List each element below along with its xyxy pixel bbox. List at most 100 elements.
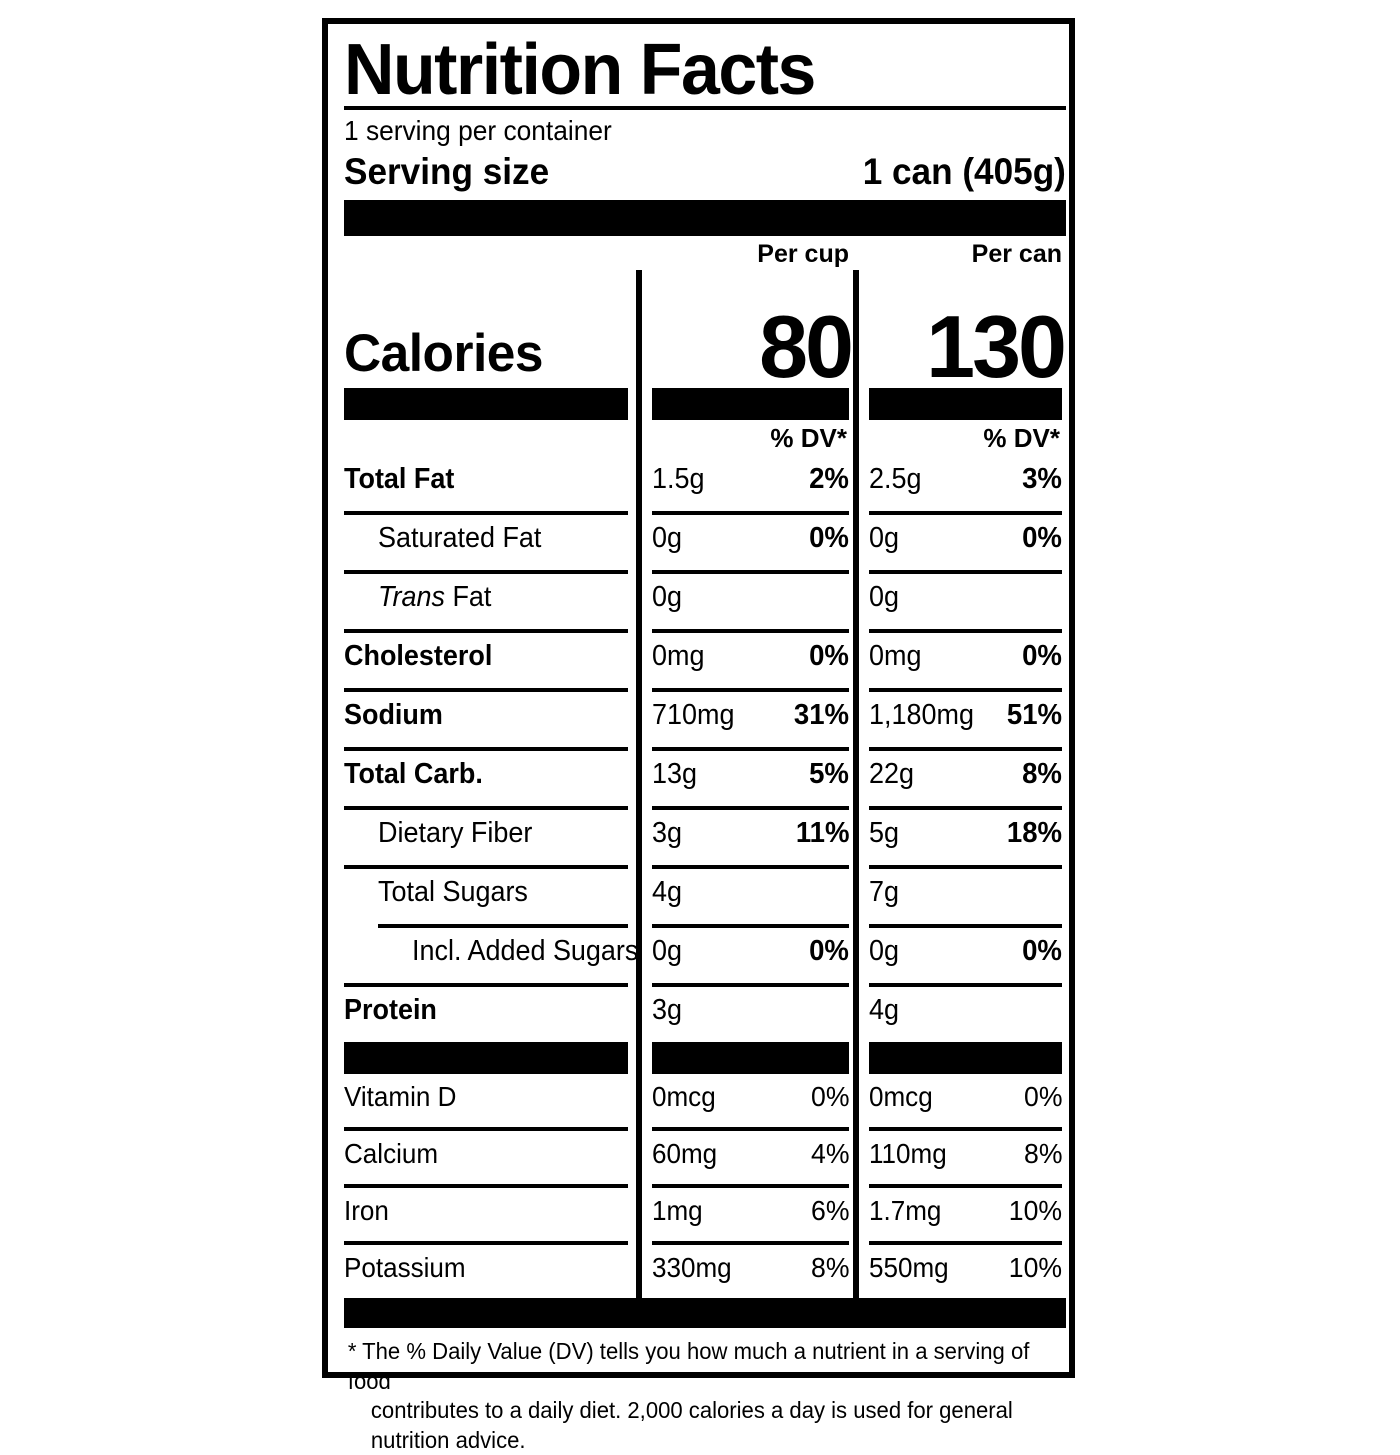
nutrient-name: Total Carb. bbox=[344, 758, 483, 791]
nutrition-facts-label: Nutrition Facts 1 serving per container … bbox=[322, 18, 1075, 1453]
servings-per-container: 1 serving per container bbox=[344, 114, 612, 146]
nutrient-dv-per-can: 0% bbox=[1022, 522, 1062, 555]
nutrient-amount-per-can: 0g bbox=[869, 581, 900, 614]
nutrient-dv-per-can: 8% bbox=[1022, 758, 1062, 791]
dv-header-per-can: % DV* bbox=[983, 423, 1060, 454]
calories-underbar-cup bbox=[652, 388, 849, 421]
nutrient-amount-per-can: 7g bbox=[869, 876, 900, 909]
row-divider bbox=[344, 688, 1066, 693]
nutrient-amount-per-can: 4g bbox=[869, 994, 900, 1027]
table-row: Potassium 330mg 8% 550mg 10% bbox=[344, 1245, 1066, 1299]
nutrient-amount-per-cup: 330mg bbox=[652, 1252, 732, 1284]
nutrient-amount-per-can: 1.7mg bbox=[869, 1195, 942, 1227]
row-divider bbox=[344, 1184, 1066, 1189]
table-row: Sodium 710mg 31% 1,180mg 51% bbox=[344, 692, 1066, 748]
nutrient-name: Calcium bbox=[344, 1138, 439, 1170]
nutrient-amount-per-cup: 0mg bbox=[652, 640, 705, 673]
serving-size-value: 1 can (405g) bbox=[862, 151, 1066, 193]
nutrient-name: Dietary Fiber bbox=[378, 817, 533, 850]
nutrient-name: Total Fat bbox=[344, 463, 455, 496]
table-row: Iron 1mg 6% 1.7mg 10% bbox=[344, 1188, 1066, 1242]
nutrient-amount-per-cup: 0g bbox=[652, 522, 683, 555]
nutrient-dv-per-can: 51% bbox=[1006, 699, 1062, 732]
serving-size-label: Serving size bbox=[344, 151, 550, 193]
calories-underbar-can bbox=[869, 388, 1062, 421]
page-title: Nutrition Facts bbox=[344, 30, 816, 110]
nutrient-amount-per-cup: 13g bbox=[652, 758, 698, 791]
nutrient-amount-per-can: 550mg bbox=[869, 1252, 949, 1284]
row-divider bbox=[344, 865, 1066, 870]
nutrient-amount-per-can: 5g bbox=[869, 817, 900, 850]
serving-size-row: Serving size 1 can (405g) bbox=[344, 148, 1066, 200]
nutrient-dv-per-can: 0% bbox=[1023, 1081, 1062, 1113]
nutrient-dv-per-cup: 2% bbox=[809, 463, 849, 496]
row-divider bbox=[344, 983, 1066, 988]
column-header-per-can: Per can bbox=[971, 240, 1062, 269]
nutrient-dv-per-can: 8% bbox=[1023, 1138, 1062, 1170]
calories-value-per-can: 130 bbox=[926, 297, 1067, 397]
nutrient-dv-per-cup: 0% bbox=[809, 935, 849, 968]
nutrient-amount-per-can: 0mg bbox=[869, 640, 922, 673]
title-underline bbox=[344, 105, 1066, 110]
nutrient-amount-per-can: 0mcg bbox=[869, 1081, 933, 1113]
nutrient-dv-per-cup: 0% bbox=[810, 1081, 849, 1113]
table-row: Saturated Fat 0g 0% 0g 0% bbox=[344, 515, 1066, 571]
nutrient-dv-per-cup: 6% bbox=[810, 1195, 849, 1227]
table-row: Calcium 60mg 4% 110mg 8% bbox=[344, 1131, 1066, 1185]
nutrient-amount-per-can: 2.5g bbox=[869, 463, 922, 496]
table-row: Protein 3g 4g bbox=[344, 987, 1066, 1043]
nutrient-amount-per-can: 0g bbox=[869, 522, 900, 555]
row-divider bbox=[344, 1241, 1066, 1246]
table-row: Cholesterol 0mg 0% 0mg 0% bbox=[344, 633, 1066, 689]
nutrient-amount-per-cup: 4g bbox=[652, 876, 683, 909]
table-row: Total Fat 1.5g 2% 2.5g 3% bbox=[344, 456, 1066, 512]
footnote-line-2: contributes to a daily diet. 2,000 calor… bbox=[370, 1397, 1013, 1453]
row-divider bbox=[344, 629, 1066, 634]
calories-underbar bbox=[344, 388, 628, 421]
nutrient-amount-per-cup: 710mg bbox=[652, 699, 735, 732]
nutrient-dv-per-can: 3% bbox=[1022, 463, 1062, 496]
nutrient-dv-per-can: 10% bbox=[1008, 1252, 1062, 1284]
nutrient-dv-per-can: 10% bbox=[1008, 1195, 1062, 1227]
nutrient-table: Total Fat 1.5g 2% 2.5g 3% Saturated Fat 0g 0% 0g… bbox=[344, 456, 1066, 1043]
nutrient-amount-per-cup: 1.5g bbox=[652, 463, 705, 496]
calories-value-per-cup: 80 bbox=[759, 297, 854, 397]
micronutrient-separator bbox=[344, 1042, 1066, 1075]
table-row: Dietary Fiber 3g 11% 5g 18% bbox=[344, 810, 1066, 866]
row-divider bbox=[344, 806, 1066, 811]
nutrient-dv-per-can: 0% bbox=[1022, 935, 1062, 968]
nutrient-amount-per-cup: 3g bbox=[652, 817, 683, 850]
nutrient-amount-per-can: 1,180mg bbox=[869, 699, 974, 732]
nutrient-dv-per-can: 18% bbox=[1006, 817, 1062, 850]
calories-section: Per cup Per can Calories 80 130 x % DV* bbox=[344, 236, 1067, 457]
nutrient-dv-per-cup: 0% bbox=[809, 640, 849, 673]
nutrient-name: Saturated Fat bbox=[378, 522, 542, 555]
nutrient-dv-per-cup: 0% bbox=[809, 522, 849, 555]
row-divider bbox=[344, 1127, 1066, 1132]
micronutrient-table: Vitamin D 0mcg 0% 0mcg 0% Calcium 60mg 4% 110mg 8… bbox=[344, 1074, 1066, 1299]
nutrient-dv-per-cup: 4% bbox=[810, 1138, 849, 1170]
nutrient-amount-per-cup: 0g bbox=[652, 935, 683, 968]
row-divider bbox=[344, 924, 1066, 929]
calories-label: Calories bbox=[344, 324, 544, 384]
nutrient-amount-per-can: 110mg bbox=[869, 1138, 947, 1170]
nutrient-amount-per-can: 22g bbox=[869, 758, 915, 791]
daily-value-footnote: * The % Daily Value (DV) tells you how m… bbox=[344, 1328, 1037, 1455]
nutrient-dv-per-cup: 8% bbox=[810, 1252, 849, 1284]
nutrient-amount-per-cup: 1mg bbox=[652, 1195, 703, 1227]
nutrient-name: Protein bbox=[344, 994, 437, 1027]
nutrient-name: Potassium bbox=[344, 1252, 466, 1284]
nutrient-name: Total Sugars bbox=[378, 876, 528, 909]
nutrient-name: Vitamin D bbox=[344, 1081, 457, 1113]
nutrient-amount-per-cup: 0g bbox=[652, 581, 683, 614]
nutrient-name: Incl. Added Sugars bbox=[412, 935, 639, 968]
nutrient-amount-per-can: 0g bbox=[869, 935, 900, 968]
nutrient-dv-per-can: 0% bbox=[1022, 640, 1062, 673]
footnote-line-1: * The % Daily Value (DV) tells you how m… bbox=[347, 1338, 1030, 1394]
nutrient-dv-per-cup: 5% bbox=[809, 758, 849, 791]
row-divider bbox=[344, 570, 1066, 575]
nutrient-amount-per-cup: 60mg bbox=[652, 1138, 718, 1170]
nutrient-name: Trans Fat bbox=[378, 581, 492, 614]
nutrient-amount-per-cup: 0mcg bbox=[652, 1081, 716, 1113]
table-row: Trans Fat 0g 0g bbox=[344, 574, 1066, 630]
